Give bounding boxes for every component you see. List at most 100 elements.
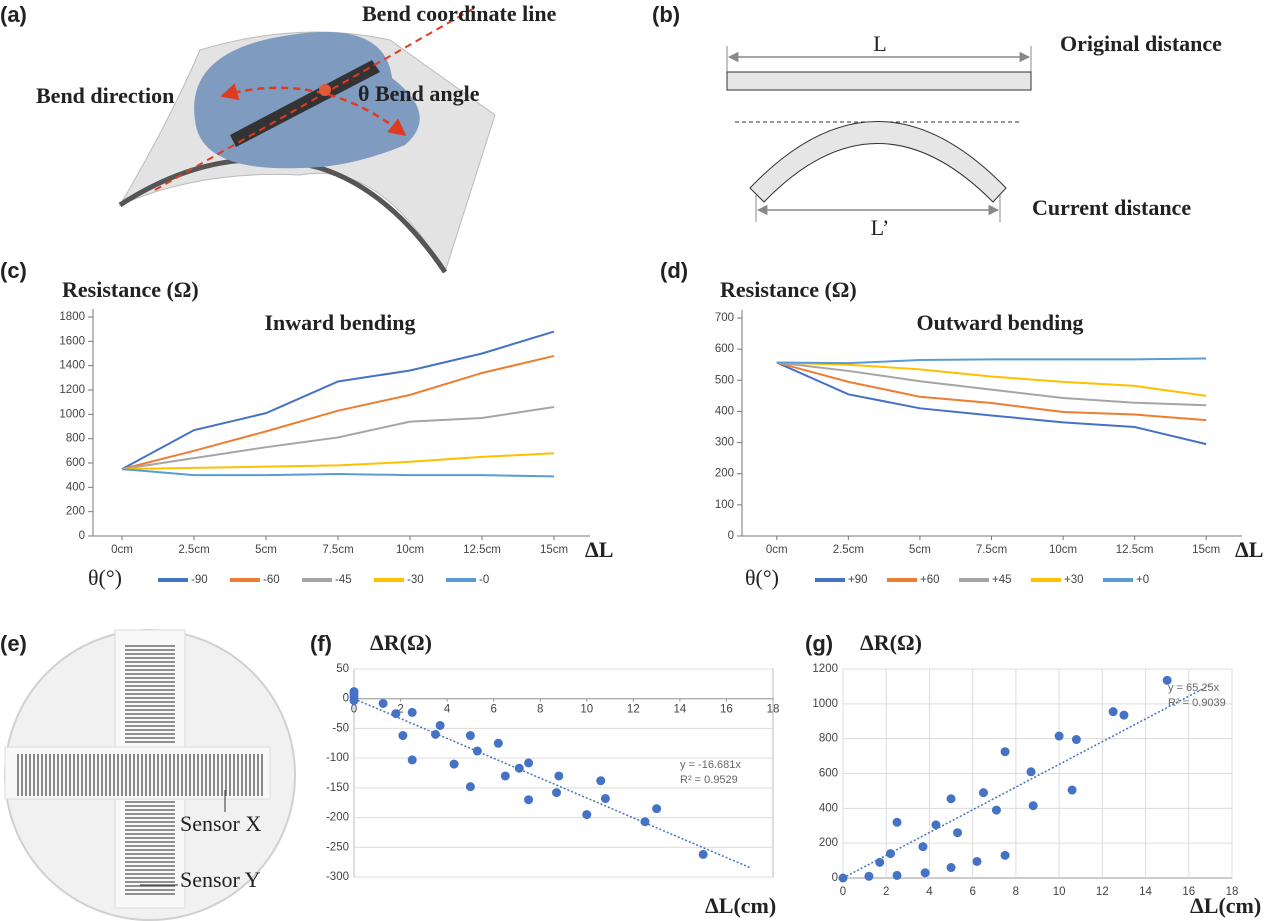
legend-label: -30 bbox=[407, 574, 424, 586]
series-line bbox=[121, 330, 555, 470]
point bbox=[892, 870, 902, 880]
label: Bend coordinate line bbox=[362, 1, 557, 26]
x-tick-label: 5cm bbox=[255, 544, 277, 556]
annotation: R² = 0.9039 bbox=[1168, 697, 1226, 709]
y-tick-label: 0 bbox=[832, 872, 838, 884]
point bbox=[918, 842, 928, 852]
y-tick-label: 1600 bbox=[59, 335, 85, 347]
x-tick-label: 2.5cm bbox=[178, 544, 209, 556]
x-tick-label: 8 bbox=[537, 704, 543, 716]
y-axis-title: ΔR(Ω) bbox=[370, 630, 432, 655]
point bbox=[514, 763, 524, 773]
point bbox=[552, 788, 562, 798]
chart-title: Outward bending bbox=[917, 310, 1084, 335]
label: Original distance bbox=[1060, 31, 1222, 56]
point bbox=[493, 738, 503, 748]
point bbox=[652, 804, 662, 814]
point bbox=[465, 782, 475, 792]
coil bbox=[15, 748, 265, 798]
x-tick-label: 0 bbox=[840, 886, 846, 898]
legend-title: θ(°) bbox=[88, 565, 122, 590]
x-tick-label: 2 bbox=[883, 886, 889, 898]
y-tick-label: 1800 bbox=[59, 311, 85, 323]
point bbox=[596, 776, 606, 786]
point bbox=[920, 868, 930, 878]
x-tick-label: 12 bbox=[627, 704, 640, 716]
annotation: y = -16.681x bbox=[680, 759, 741, 771]
point bbox=[1000, 747, 1010, 757]
x-tick-label: 12.5cm bbox=[463, 544, 501, 556]
x-tick-label: 14 bbox=[1139, 886, 1152, 898]
point bbox=[1000, 850, 1010, 860]
panel-label: (g) bbox=[805, 631, 833, 656]
x-tick-label: 4 bbox=[444, 704, 451, 716]
legend-label: +60 bbox=[920, 574, 940, 586]
label: L bbox=[873, 31, 886, 56]
label: Sensor X bbox=[180, 811, 261, 836]
y-tick-label: 1000 bbox=[812, 698, 838, 710]
series-line bbox=[121, 406, 555, 471]
legend-title: θ(°) bbox=[745, 565, 779, 590]
legend-label: +90 bbox=[848, 574, 868, 586]
legend-label: -60 bbox=[263, 574, 280, 586]
legend-label: +45 bbox=[992, 574, 1012, 586]
x-tick-label: 6 bbox=[490, 704, 496, 716]
sheet-edge bbox=[118, 157, 448, 274]
legend-label: -45 bbox=[335, 574, 352, 586]
trend-line bbox=[842, 684, 1211, 879]
series-line bbox=[121, 468, 555, 478]
label: Bend direction bbox=[36, 83, 174, 108]
bar-bent bbox=[749, 121, 1007, 203]
point bbox=[391, 709, 401, 719]
point bbox=[838, 873, 848, 883]
x-axis-title: ΔL bbox=[585, 537, 613, 562]
y-tick-label: 600 bbox=[819, 768, 838, 780]
y-tick-label: 400 bbox=[819, 802, 838, 814]
x-tick-label: 8 bbox=[1013, 886, 1019, 898]
point bbox=[349, 695, 359, 705]
x-tick-label: 5cm bbox=[909, 544, 931, 556]
y-tick-label: 600 bbox=[715, 343, 734, 355]
y-axis-title: Resistance (Ω) bbox=[720, 277, 857, 302]
y-tick-label: 600 bbox=[66, 457, 85, 469]
panel-label: (f) bbox=[310, 631, 332, 656]
point bbox=[430, 729, 440, 739]
point bbox=[500, 771, 510, 781]
point bbox=[524, 758, 534, 768]
point bbox=[449, 759, 459, 769]
point bbox=[640, 817, 650, 827]
x-tick-label: 2.5cm bbox=[833, 544, 864, 556]
x-tick-label: 18 bbox=[767, 704, 780, 716]
y-tick-label: 0 bbox=[343, 693, 349, 705]
x-tick-label: 12 bbox=[1096, 886, 1109, 898]
series-line bbox=[776, 361, 1207, 397]
y-tick-label: -250 bbox=[326, 841, 349, 853]
x-tick-label: 7.5cm bbox=[322, 544, 353, 556]
series-line bbox=[776, 361, 1207, 446]
point bbox=[524, 795, 534, 805]
point bbox=[972, 856, 982, 866]
x-tick-label: 10cm bbox=[1049, 544, 1077, 556]
point bbox=[435, 720, 445, 730]
x-axis-title: ΔL(cm) bbox=[705, 893, 776, 918]
y-tick-label: 700 bbox=[715, 312, 734, 324]
y-tick-label: -200 bbox=[326, 812, 349, 824]
chart-title: Inward bending bbox=[264, 310, 415, 335]
point bbox=[1026, 767, 1036, 777]
y-tick-label: 1400 bbox=[59, 360, 85, 372]
y-tick-label: 1000 bbox=[59, 408, 85, 420]
point bbox=[1028, 801, 1038, 811]
bend-point bbox=[319, 84, 331, 96]
coil bbox=[120, 800, 180, 895]
legend-label: -90 bbox=[191, 574, 208, 586]
y-tick-label: 0 bbox=[728, 530, 734, 542]
panel-a: (a) Bend coordinate line Bend direction … bbox=[0, 1, 557, 274]
y-tick-label: 500 bbox=[715, 374, 734, 386]
point bbox=[946, 863, 956, 873]
x-tick-label: 10cm bbox=[396, 544, 424, 556]
y-axis-title: ΔR(Ω) bbox=[860, 630, 922, 655]
point bbox=[1119, 710, 1129, 720]
point bbox=[892, 817, 902, 827]
label: Sensor Y bbox=[180, 867, 261, 892]
y-tick-label: -50 bbox=[332, 722, 349, 734]
